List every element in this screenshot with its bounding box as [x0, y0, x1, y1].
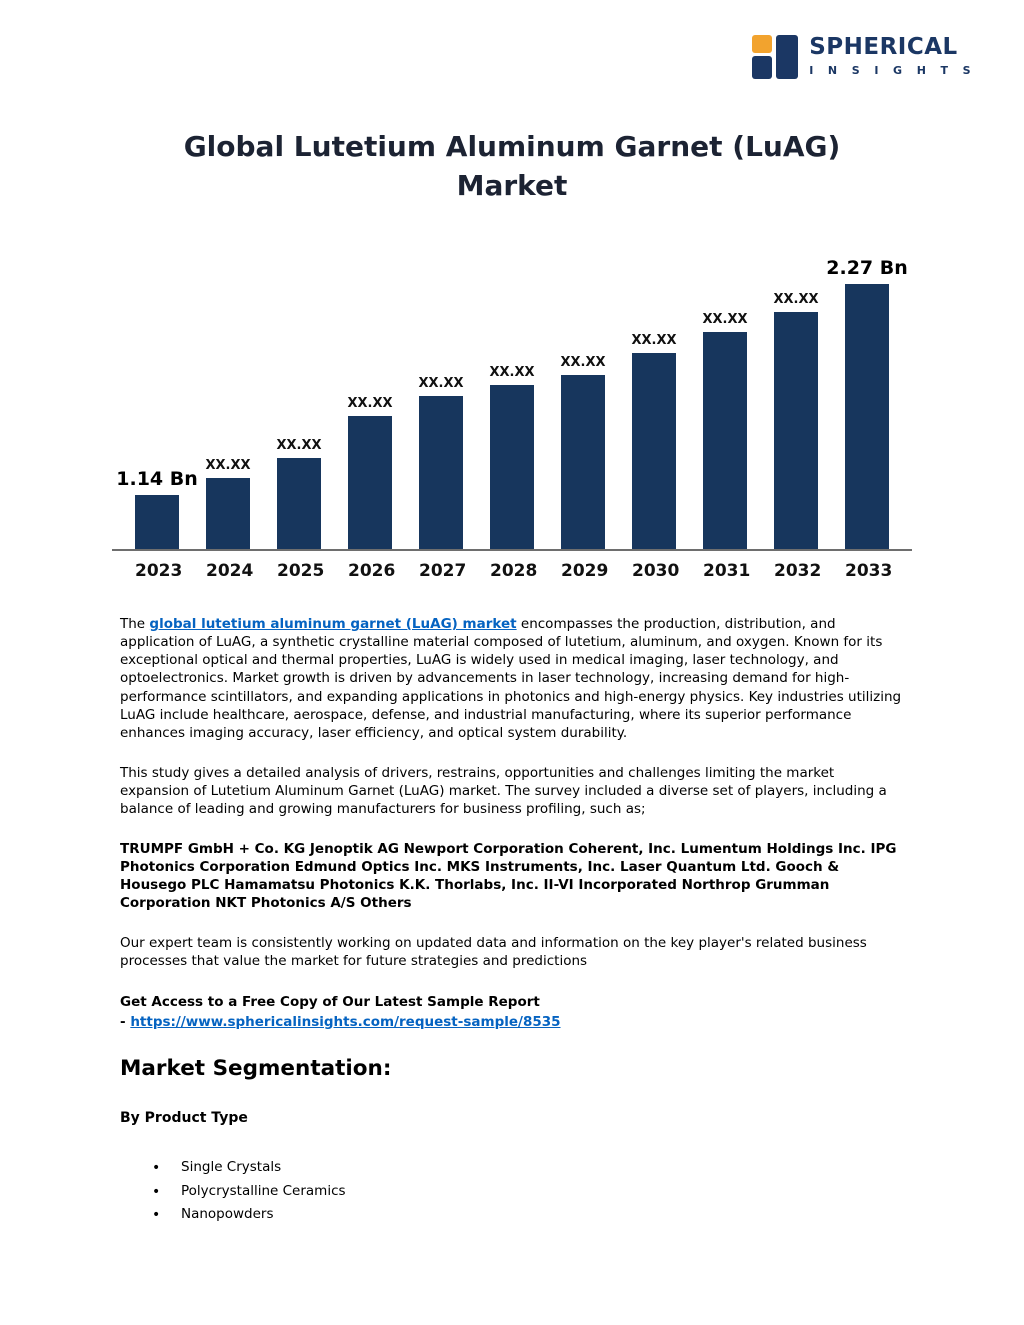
x-axis-label-2030: 2030	[632, 561, 680, 582]
bar-2030	[632, 353, 676, 550]
expert-team-paragraph: Our expert team is consistently working …	[120, 935, 867, 970]
intro-text-rest: encompasses the production, distribution…	[120, 616, 902, 741]
cta-dash: -	[120, 1013, 131, 1030]
x-axis-label-2025: 2025	[277, 561, 325, 582]
page-title: Global Lutetium Aluminum Garnet (LuAG) M…	[183, 130, 841, 202]
bar-column-2032: XX.XX	[773, 292, 819, 550]
chart-plot-area: 1.14 Bn XX.XX XX.XX XX.XX XX.XX XX.XX XX.XX XX.…	[112, 251, 912, 552]
market-report-link[interactable]: global lutetium aluminum garnet (LuAG) m…	[149, 616, 517, 633]
sample-report-cta: Get Access to a Free Copy of Our Latest …	[120, 993, 906, 1031]
bar-column-2033: 2.27 Bn	[826, 257, 908, 550]
x-axis-label-2033: 2033	[845, 561, 893, 582]
product-type-heading: By Product Type	[120, 1110, 248, 1127]
bar-column-2023: 1.14 Bn	[116, 468, 198, 550]
bar-column-2031: XX.XX	[702, 312, 748, 550]
study-scope-paragraph: This study gives a detailed analysis of …	[120, 764, 887, 817]
bar-value-label-2033: 2.27 Bn	[826, 257, 908, 280]
list-item-polycrystalline-ceramics: Polycrystalline Ceramics	[120, 1182, 906, 1202]
sample-report-link[interactable]: https://www.sphericalinsights.com/reques…	[130, 1013, 561, 1030]
bar-value-label-2029: XX.XX	[560, 355, 606, 371]
logo-navy-bottom-square	[752, 56, 773, 79]
bar-2023	[135, 495, 179, 550]
bar-column-2027: XX.XX	[418, 376, 464, 550]
x-axis-label-2031: 2031	[703, 561, 751, 582]
bar-2031	[703, 332, 747, 550]
logo-navy-right-bar	[776, 35, 799, 79]
bar-value-label-2023: 1.14 Bn	[116, 468, 198, 491]
segmentation-heading: Market Segmentation:	[120, 1055, 392, 1081]
bar-column-2026: XX.XX	[347, 396, 393, 550]
bar-value-label-2025: XX.XX	[276, 438, 322, 454]
bar-value-label-2031: XX.XX	[702, 312, 748, 328]
brand-subtitle: I N S I G H T S	[809, 63, 976, 77]
intro-text-prefix: The	[120, 616, 150, 633]
bar-value-label-2032: XX.XX	[773, 292, 819, 308]
bar-column-2028: XX.XX	[489, 365, 535, 550]
x-axis-label-2026: 2026	[348, 561, 396, 582]
x-axis-label-2028: 2028	[490, 561, 538, 582]
bar-column-2025: XX.XX	[276, 438, 322, 550]
bar-2033	[845, 284, 889, 550]
cta-heading: Get Access to a Free Copy of Our Latest …	[120, 993, 540, 1010]
brand-wordmark: SPHERICAL I N S I G H T S	[809, 35, 976, 76]
chart-x-axis: 2023 2024 2025 2026 2027 2028 2029 2030 2031 2032…	[112, 551, 912, 581]
bar-2029	[561, 375, 605, 550]
bar-value-label-2024: XX.XX	[205, 458, 251, 474]
bar-2024	[206, 478, 250, 550]
list-item-nanopowders: Nanopowders	[120, 1205, 906, 1225]
bar-column-2024: XX.XX	[205, 458, 251, 550]
key-players-paragraph: TRUMPF GmbH + Co. KG Jenoptik AG Newport…	[120, 841, 897, 912]
bar-2032	[774, 312, 818, 550]
bar-value-label-2028: XX.XX	[489, 365, 535, 381]
brand-logo: SPHERICAL I N S I G H T S	[752, 33, 976, 79]
bar-value-label-2030: XX.XX	[631, 333, 677, 349]
brand-name: SPHERICAL	[809, 34, 958, 61]
bar-column-2030: XX.XX	[631, 333, 677, 550]
report-body: The global lutetium aluminum garnet (LuA…	[120, 615, 906, 1225]
brand-logo-icon	[752, 33, 799, 79]
intro-paragraph: The global lutetium aluminum garnet (LuA…	[120, 615, 906, 742]
x-axis-label-2029: 2029	[561, 561, 609, 582]
bar-value-label-2027: XX.XX	[418, 376, 464, 392]
bar-2025	[277, 458, 321, 550]
bar-column-2029: XX.XX	[560, 355, 606, 550]
x-axis-label-2023: 2023	[135, 561, 183, 582]
bar-2028	[490, 385, 534, 550]
list-item-single-crystals: Single Crystals	[120, 1158, 906, 1178]
bar-value-label-2026: XX.XX	[347, 396, 393, 412]
x-axis-label-2024: 2024	[206, 561, 254, 582]
product-type-list: Single Crystals Polycrystalline Ceramics…	[120, 1158, 906, 1225]
cta-link-line: - https://www.sphericalinsights.com/requ…	[120, 1013, 906, 1031]
x-axis-label-2032: 2032	[774, 561, 822, 582]
logo-orange-square	[752, 35, 773, 53]
bar-2026	[348, 416, 392, 550]
market-forecast-chart: 1.14 Bn XX.XX XX.XX XX.XX XX.XX XX.XX XX.XX XX.…	[112, 251, 912, 581]
x-axis-label-2027: 2027	[419, 561, 467, 582]
bar-2027	[419, 396, 463, 550]
